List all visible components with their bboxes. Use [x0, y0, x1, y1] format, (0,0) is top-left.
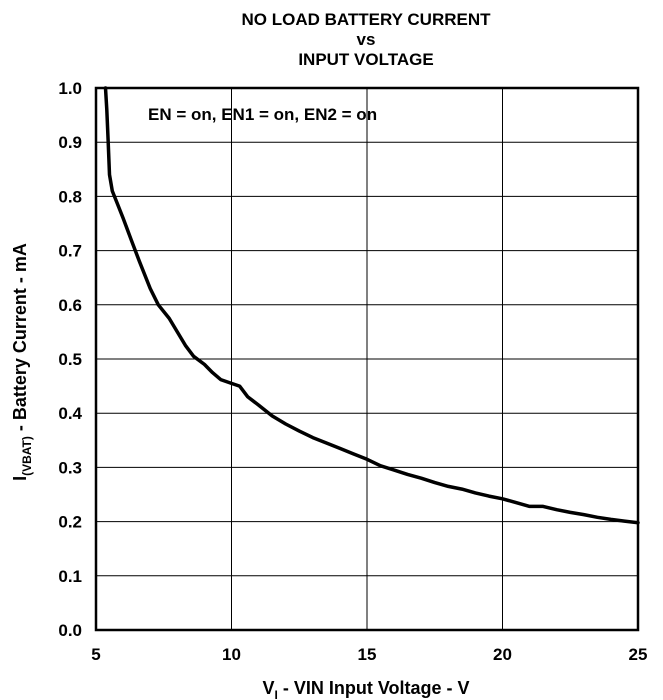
y-tick-label: 0.4 [58, 404, 82, 423]
plot-area-frame [94, 86, 640, 632]
y-tick-label: 0.7 [58, 242, 82, 261]
x-axis-label-text: - VIN Input Voltage - V [278, 678, 470, 698]
y-tick-label: 0.2 [58, 513, 82, 532]
y-tick-label: 0.1 [58, 567, 82, 586]
x-tick-label: 10 [222, 645, 241, 664]
chart-title-line-3: INPUT VOLTAGE [298, 50, 433, 69]
y-tick-label: 0.6 [58, 296, 82, 315]
chart-title: NO LOAD BATTERY CURRENT vs INPUT VOLTAGE [241, 10, 491, 69]
x-tick-label: 5 [91, 645, 100, 664]
y-axis-label-text: - Battery Current - mA [10, 243, 30, 436]
x-axis-label: VI - VIN Input Voltage - V [262, 678, 469, 700]
tick-labels: 0.0 0.1 0.2 0.3 0.4 0.5 0.6 0.7 0.8 0.9 1.0 5 10 15 20… [58, 79, 647, 664]
y-tick-label: 0.5 [58, 350, 82, 369]
condition-annotation: EN = on, EN1 = on, EN2 = on [148, 105, 377, 124]
grid [96, 88, 638, 630]
y-axis-label-prefix: I [10, 476, 30, 481]
chart-title-line-1: NO LOAD BATTERY CURRENT [241, 10, 491, 29]
x-axis-label-subscript: I [275, 688, 278, 700]
chart-title-line-2: vs [357, 30, 376, 49]
series-line [103, 86, 640, 525]
y-axis-label: I(VBAT) - Battery Current - mA [10, 243, 34, 481]
y-axis-label-subscript: (VBAT) [20, 436, 34, 476]
x-axis-label-prefix: V [262, 678, 274, 698]
y-tick-label: 0.8 [58, 187, 82, 206]
y-tick-label: 1.0 [58, 79, 82, 98]
x-tick-label: 15 [358, 645, 377, 664]
series-layer [103, 86, 640, 525]
x-tick-label: 20 [493, 645, 512, 664]
y-tick-label: 0.3 [58, 458, 82, 477]
y-tick-label: 0.0 [58, 621, 82, 640]
x-tick-label: 25 [629, 645, 648, 664]
y-tick-label: 0.9 [58, 133, 82, 152]
